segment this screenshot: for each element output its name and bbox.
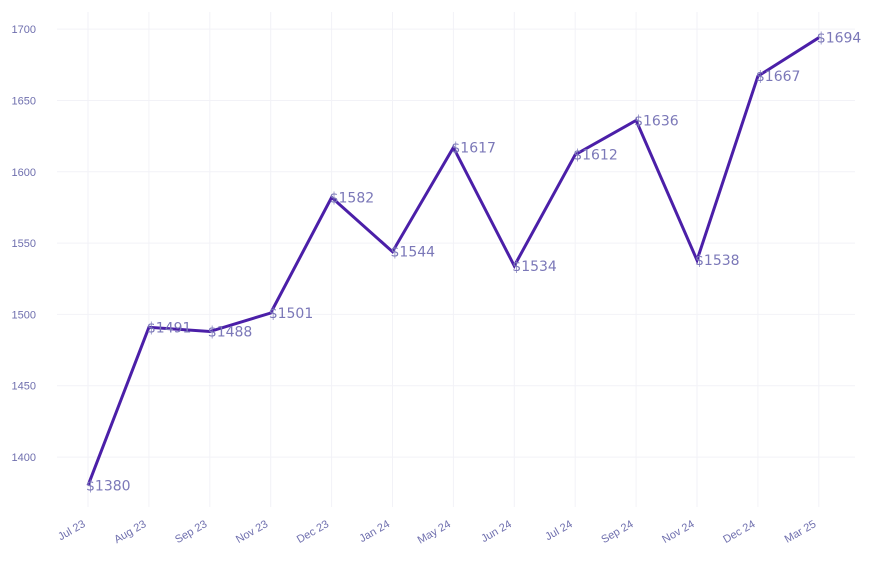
data-labels: $1380 $1491 $1488 $1501 $1582 $1544 $1617 $1534… — [86, 31, 861, 495]
data-label: $1491 — [147, 320, 192, 336]
y-tick-label: 1700 — [12, 24, 36, 36]
x-tick-label: Dec 24 — [721, 518, 757, 546]
data-label: $1534 — [512, 259, 557, 275]
data-label: $1501 — [269, 306, 314, 322]
y-tick-label: 1400 — [12, 452, 36, 464]
x-axis-tick-labels: Jul 23 Aug 23 Sep 23 Nov 23 Dec 23 Jan 24 May … — [56, 518, 818, 546]
x-tick-label: Aug 23 — [112, 518, 148, 546]
x-tick-label: Jul 23 — [56, 518, 87, 543]
x-tick-label: Jun 24 — [479, 518, 514, 545]
x-tick-label: Dec 23 — [295, 518, 331, 546]
y-tick-label: 1450 — [12, 381, 36, 393]
data-label: $1380 — [86, 479, 131, 495]
x-tick-label: Sep 24 — [599, 518, 635, 546]
data-label: $1582 — [330, 190, 375, 206]
x-tick-label: Nov 24 — [660, 518, 696, 546]
y-tick-label: 1500 — [12, 309, 36, 321]
data-label: $1636 — [634, 113, 679, 129]
data-label: $1488 — [208, 325, 253, 341]
data-label: $1538 — [695, 253, 740, 269]
data-label: $1544 — [391, 245, 436, 261]
data-label: $1617 — [451, 141, 496, 157]
series-line — [86, 36, 820, 487]
x-tick-label: Mar 25 — [783, 518, 819, 546]
y-tick-label: 1550 — [12, 238, 36, 250]
x-tick-label: Jul 24 — [543, 518, 574, 543]
series-group — [86, 36, 820, 487]
y-gridlines — [57, 28, 855, 458]
x-tick-label: Sep 23 — [173, 518, 209, 546]
x-tick-label: May 24 — [416, 518, 453, 546]
x-tick-label: Nov 23 — [234, 518, 270, 546]
y-axis-tick-labels: 1400 1450 1500 1550 1600 1650 1700 — [12, 24, 36, 464]
x-tick-label: Jan 24 — [357, 518, 392, 545]
y-tick-label: 1600 — [12, 167, 36, 179]
data-label: $1612 — [573, 148, 618, 164]
data-label: $1667 — [756, 69, 801, 85]
y-tick-label: 1650 — [12, 95, 36, 107]
data-label: $1694 — [817, 31, 862, 47]
